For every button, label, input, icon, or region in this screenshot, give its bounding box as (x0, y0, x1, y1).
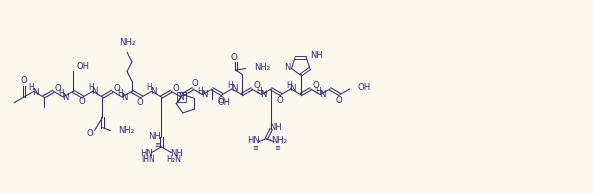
Text: H₂N: H₂N (167, 155, 181, 164)
Text: H: H (315, 87, 321, 96)
Text: OH: OH (217, 98, 230, 107)
Text: NH₂: NH₂ (254, 63, 270, 72)
Text: O: O (231, 53, 237, 62)
Text: ≡: ≡ (274, 146, 280, 152)
Text: H: H (117, 89, 123, 98)
Text: H: H (286, 81, 292, 90)
Text: O: O (218, 95, 225, 105)
Text: NH₂: NH₂ (271, 136, 287, 145)
Text: N: N (260, 90, 267, 99)
Text: O: O (192, 80, 198, 88)
Text: H: H (257, 87, 262, 96)
Text: OH: OH (358, 83, 371, 92)
Text: O: O (21, 76, 27, 85)
Text: N: N (319, 90, 326, 99)
Text: N: N (121, 93, 127, 101)
Text: O: O (277, 95, 283, 105)
Text: H: H (197, 87, 203, 96)
Text: NH: NH (310, 51, 323, 60)
Text: N: N (91, 87, 98, 96)
Text: O: O (173, 84, 180, 93)
Text: O: O (336, 95, 342, 105)
Text: IHN: IHN (142, 155, 155, 164)
Text: H: H (227, 81, 233, 90)
Text: O: O (253, 81, 260, 90)
Text: N: N (285, 63, 291, 72)
Text: O: O (87, 129, 93, 138)
Text: N: N (201, 90, 208, 99)
Text: O: O (312, 81, 319, 90)
Text: ≡: ≡ (253, 146, 259, 152)
Text: NH: NH (170, 149, 183, 158)
Text: H: H (88, 83, 94, 92)
Text: HN: HN (141, 149, 153, 158)
Text: N: N (289, 84, 296, 94)
Text: NH₂: NH₂ (119, 38, 135, 47)
Text: O: O (114, 84, 120, 93)
Text: NH: NH (148, 132, 161, 141)
Text: N: N (62, 93, 68, 101)
Text: O: O (136, 98, 143, 107)
Text: N: N (150, 87, 157, 96)
Text: HN: HN (247, 136, 260, 145)
Text: O: O (55, 84, 62, 93)
Text: O: O (78, 97, 85, 107)
Text: ≡: ≡ (155, 142, 160, 148)
Text: H: H (28, 83, 34, 92)
Text: N: N (231, 84, 237, 94)
Text: H: H (58, 89, 64, 98)
Text: N: N (178, 93, 184, 101)
Text: NH₂: NH₂ (118, 126, 134, 135)
Text: NH: NH (269, 123, 282, 132)
Text: OH: OH (77, 62, 90, 71)
Text: H: H (146, 83, 152, 92)
Text: N: N (32, 88, 39, 97)
